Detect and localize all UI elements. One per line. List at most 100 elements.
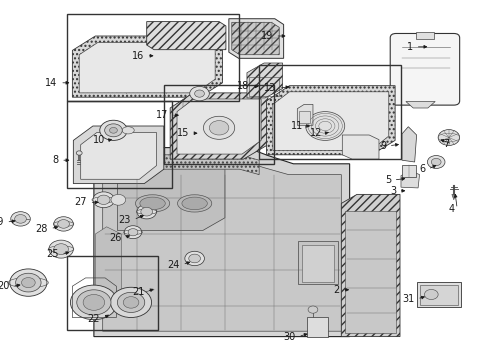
Circle shape — [430, 158, 440, 166]
Polygon shape — [81, 132, 156, 179]
Polygon shape — [122, 155, 259, 175]
Bar — [298, 241, 338, 284]
Text: 21: 21 — [132, 287, 144, 297]
Circle shape — [189, 86, 209, 101]
Text: 29: 29 — [0, 217, 4, 227]
Ellipse shape — [135, 195, 169, 212]
Text: 25: 25 — [46, 249, 59, 259]
Text: 18: 18 — [237, 81, 249, 91]
Polygon shape — [400, 171, 419, 188]
Text: 15: 15 — [177, 128, 189, 138]
FancyBboxPatch shape — [389, 33, 459, 105]
Polygon shape — [405, 102, 434, 108]
Text: 6: 6 — [418, 164, 425, 174]
Circle shape — [188, 254, 200, 263]
Circle shape — [203, 116, 234, 139]
Text: 26: 26 — [109, 233, 121, 243]
Text: 20: 20 — [0, 281, 10, 291]
Polygon shape — [117, 167, 224, 230]
Bar — [249, 77, 278, 96]
Circle shape — [93, 192, 114, 208]
Text: 27: 27 — [74, 197, 87, 207]
Text: 4: 4 — [447, 204, 454, 214]
Text: 17: 17 — [156, 110, 168, 120]
Circle shape — [117, 292, 144, 312]
Circle shape — [184, 251, 204, 266]
Text: 31: 31 — [402, 294, 414, 304]
Polygon shape — [79, 42, 215, 93]
Ellipse shape — [140, 197, 165, 210]
Text: 1: 1 — [406, 42, 412, 52]
Text: 13: 13 — [264, 83, 276, 93]
Circle shape — [54, 244, 68, 255]
Circle shape — [424, 289, 437, 300]
Polygon shape — [246, 63, 282, 98]
Polygon shape — [170, 93, 267, 159]
Bar — [66, 256, 158, 330]
Bar — [416, 282, 460, 307]
Polygon shape — [231, 22, 279, 55]
Ellipse shape — [177, 195, 211, 212]
Text: 24: 24 — [167, 260, 180, 270]
Polygon shape — [401, 127, 416, 162]
Polygon shape — [228, 19, 283, 58]
Bar — [163, 85, 273, 164]
Bar — [306, 317, 327, 337]
Circle shape — [437, 130, 459, 145]
Polygon shape — [266, 86, 394, 155]
Bar — [299, 111, 309, 123]
Circle shape — [100, 120, 127, 140]
Polygon shape — [73, 126, 163, 184]
Polygon shape — [102, 160, 341, 331]
Polygon shape — [272, 92, 388, 150]
Polygon shape — [72, 36, 222, 97]
Ellipse shape — [182, 197, 207, 210]
Text: 5: 5 — [384, 175, 390, 185]
Bar — [66, 101, 171, 188]
Ellipse shape — [122, 127, 134, 134]
Circle shape — [15, 215, 26, 223]
Text: 16: 16 — [132, 51, 144, 61]
Text: 12: 12 — [310, 128, 322, 138]
Text: 2: 2 — [333, 285, 339, 295]
Circle shape — [110, 287, 151, 318]
Text: 10: 10 — [93, 135, 105, 145]
Polygon shape — [341, 194, 399, 337]
Polygon shape — [95, 227, 121, 304]
Circle shape — [49, 240, 73, 258]
Circle shape — [58, 220, 69, 228]
Circle shape — [305, 112, 344, 140]
Circle shape — [137, 204, 156, 219]
Text: 14: 14 — [45, 78, 58, 88]
Text: 11: 11 — [290, 121, 303, 131]
Text: 23: 23 — [119, 215, 131, 225]
Text: 7: 7 — [443, 139, 449, 149]
Circle shape — [16, 273, 41, 292]
Polygon shape — [451, 194, 455, 200]
Circle shape — [141, 207, 152, 216]
Circle shape — [70, 285, 117, 320]
Text: 22: 22 — [87, 314, 100, 324]
Polygon shape — [94, 148, 349, 337]
Text: 8: 8 — [52, 155, 59, 165]
Circle shape — [128, 229, 138, 236]
Polygon shape — [297, 104, 312, 125]
Circle shape — [10, 269, 47, 296]
Polygon shape — [342, 135, 378, 159]
Polygon shape — [177, 99, 261, 154]
Bar — [259, 65, 400, 159]
Bar — [415, 32, 433, 39]
Text: 19: 19 — [260, 31, 272, 41]
Circle shape — [104, 124, 122, 137]
Bar — [66, 14, 238, 101]
Circle shape — [124, 226, 142, 239]
Text: 28: 28 — [36, 224, 48, 234]
Circle shape — [21, 278, 35, 288]
Circle shape — [97, 195, 110, 204]
Circle shape — [209, 121, 228, 135]
Polygon shape — [146, 22, 225, 50]
Circle shape — [427, 156, 444, 168]
Circle shape — [83, 294, 104, 310]
Bar — [401, 165, 415, 177]
Circle shape — [77, 290, 111, 315]
